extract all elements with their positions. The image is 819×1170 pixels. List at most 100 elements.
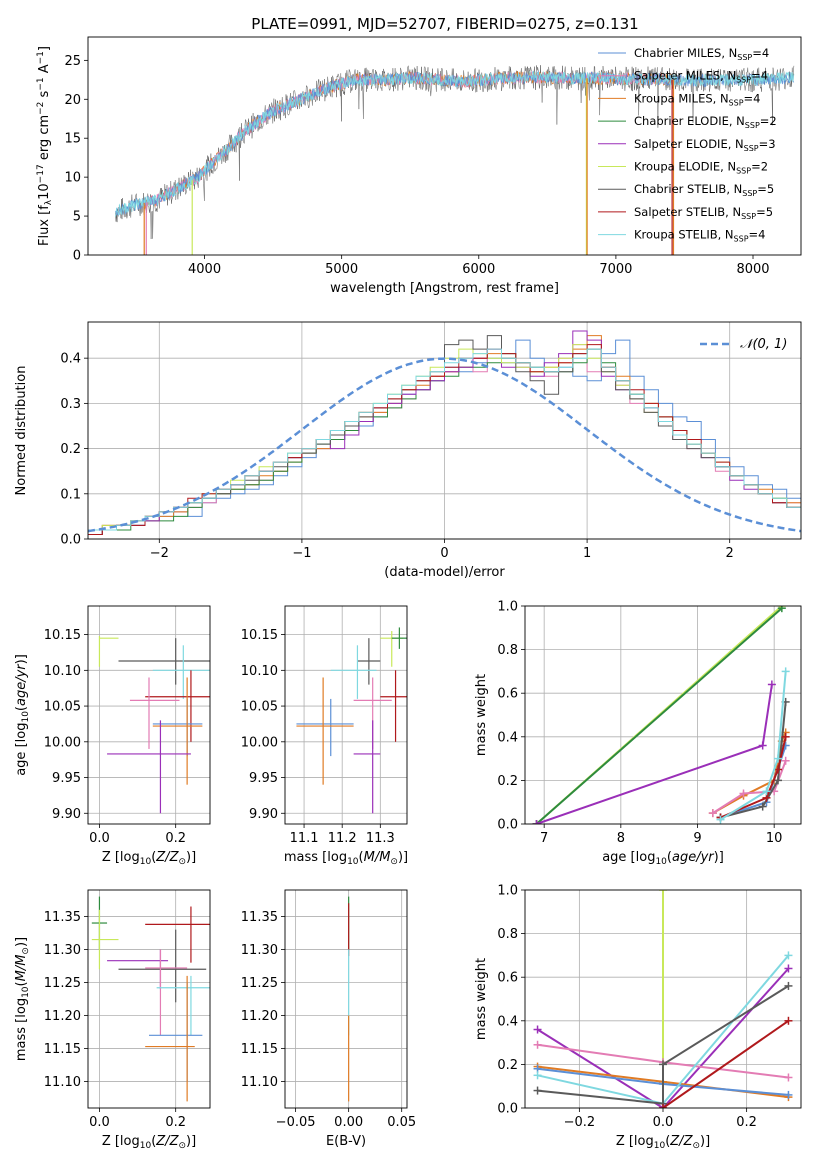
- mw-marker-kroupa_elodie: [659, 890, 667, 894]
- y-tick-label: 11.35: [44, 910, 81, 925]
- mw-marker-chabrier_stelib: [784, 981, 793, 990]
- y-tick-label: 1.0: [497, 600, 518, 615]
- mw-marker-chabrier_miles: [784, 1090, 793, 1099]
- hist-legend: 𝒩(0, 1): [700, 337, 787, 352]
- y-tick-label: 11.20: [44, 1009, 81, 1024]
- mw-marker-salpeter_miles: [533, 1040, 542, 1049]
- label-part: =5: [756, 205, 773, 219]
- mw-marker-kroupa_stelib: [781, 667, 790, 676]
- mw-line-chabrier_elodie: [535, 607, 783, 824]
- y-axis-label: mass weight: [474, 958, 489, 1040]
- label-part: M/M: [14, 955, 29, 982]
- y-tick-label: 0: [73, 249, 81, 264]
- label-part: age/yr: [672, 850, 715, 865]
- label-part: SSP: [737, 53, 752, 62]
- axes-frame: [87, 321, 802, 540]
- label-part: SSP: [736, 76, 751, 85]
- y-tick-label: 0.4: [497, 1014, 518, 1029]
- y-tick-label: 9.90: [249, 807, 278, 822]
- label-part: SSP: [742, 189, 757, 198]
- label-part: SSP: [744, 144, 759, 153]
- label-part: )]: [398, 850, 408, 865]
- label-part: )]: [186, 850, 196, 865]
- legend-label-kroupa_elodie: Kroupa ELODIE, NSSP=2: [634, 160, 768, 176]
- label-part: age [log: [602, 850, 655, 865]
- axes-frame: [524, 889, 802, 1109]
- x-tick-label: 11.3: [366, 831, 395, 846]
- label-part: ⊙: [390, 857, 398, 867]
- y-tick-label: 11.25: [44, 976, 81, 991]
- plot-area: [532, 606, 790, 824]
- x-axis-label: wavelength [Angstrom, rest frame]: [330, 281, 559, 296]
- legend-label-salpeter_stelib: Salpeter STELIB, NSSP=5: [634, 205, 773, 221]
- spectrum-line-salpeter_miles: [145, 70, 671, 207]
- plot-area: [98, 636, 210, 814]
- label-part: (data-model)/error: [384, 565, 505, 580]
- x-tick-label: 0.05: [387, 1115, 416, 1130]
- point-salpeter_elodie: [353, 720, 381, 814]
- mw-marker-chabrier_stelib: [758, 802, 767, 811]
- mw-marker-salpeter_stelib: [781, 732, 790, 741]
- ticks: −0.05 0.00 0.05 11.10 11.15 11.20 11.25 11.30 11…: [241, 910, 416, 1130]
- mw-marker-salpeter_miles: [739, 789, 748, 798]
- ticks: 0.0 0.2 9.90 9.95 10.00 10.05 10.10 10.15: [44, 628, 186, 846]
- mw-line-chabrier_stelib: [537, 985, 790, 1105]
- ticks: 7 8 9 10 0.0 0.2 0.4 0.6 0.8 1.0: [497, 600, 782, 847]
- label-part: 10: [347, 857, 359, 867]
- x-tick-label: 0: [440, 546, 448, 561]
- mw-line-kroupa_stelib: [719, 671, 787, 821]
- x-tick-label: 8000: [736, 262, 769, 277]
- label-part: =4: [751, 69, 768, 83]
- mw-line-salpeter_miles: [712, 760, 787, 814]
- point-kroupa_stelib: [330, 645, 377, 699]
- label-part: mass [log: [284, 850, 347, 865]
- point-salpeter_stelib: [145, 670, 210, 742]
- label-part: =4: [749, 228, 766, 242]
- y-tick-label: 9.95: [249, 771, 278, 786]
- label-part: E(B-V): [326, 1134, 366, 1149]
- label-part: (: [14, 981, 29, 986]
- label-part: λ: [44, 199, 54, 205]
- point-chabrier_stelib: [118, 929, 207, 1003]
- legend-label-chabrier_stelib: Chabrier STELIB, NSSP=5: [634, 182, 774, 198]
- label-part: Chabrier STELIB, N: [634, 182, 742, 196]
- spectrum-line-kroupa_miles: [143, 70, 674, 210]
- point-kroupa_miles: [296, 677, 354, 785]
- plot-area: [91, 896, 210, 1102]
- y-tick-label: 11.15: [44, 1042, 81, 1057]
- label-part: Salpeter MILES, N: [634, 69, 736, 83]
- panel-massweight_vs_age: 7 8 9 100.00.20.40.60.81.0 age [log10(age/yr…: [474, 600, 802, 867]
- label-part: mass weight: [474, 674, 489, 756]
- label-part: ]: [37, 46, 52, 51]
- point-salpeter_miles: [129, 677, 180, 749]
- plot-area: [88, 330, 801, 539]
- y-tick-label: 10.05: [241, 700, 278, 715]
- mw-line-salpeter_stelib: [720, 736, 787, 819]
- x-axis-label: Z [log10(Z/Z⊙)]: [102, 1134, 196, 1151]
- y-tick-label: 0.2: [60, 442, 81, 457]
- panel-age_vs_mass: 11.1 11.2 11.3 9.90 9.95 10.00 10.05 10.10 10.15…: [241, 605, 408, 867]
- x-tick-label: 0.2: [165, 1115, 186, 1130]
- point-kroupa_stelib: [152, 645, 210, 699]
- mw-marker-salpeter_elodie: [767, 680, 776, 689]
- label-part: Kroupa STELIB, N: [634, 228, 734, 242]
- y-axis-label: age [log10(age/yr)]: [14, 654, 31, 776]
- x-tick-label: 0.0: [89, 1115, 110, 1130]
- label-part: mass [log: [14, 998, 29, 1061]
- label-part: ⊙: [178, 1141, 186, 1151]
- label-part: Z [log: [102, 1134, 140, 1149]
- ticks: 4000 5000 6000 7000 8000 0 5 10 15 20 25: [64, 54, 769, 277]
- y-tick-label: 0.3: [60, 397, 81, 412]
- axes-frame: [87, 605, 211, 825]
- label-part: Kroupa MILES, N: [634, 91, 729, 105]
- point-chabrier_stelib: [118, 638, 210, 685]
- x-axis-label: age [log10(age/yr)]: [602, 850, 724, 867]
- x-tick-label: 0.00: [334, 1115, 363, 1130]
- label-part: A: [37, 64, 52, 77]
- label-part: SSP: [736, 167, 751, 176]
- mw-marker-salpeter_stelib: [659, 1104, 667, 1108]
- y-tick-label: 1.0: [497, 884, 518, 899]
- y-tick-label: 10.15: [241, 628, 278, 643]
- mw-marker-kroupa_stelib: [533, 1071, 542, 1080]
- mw-marker-kroupa_stelib: [716, 815, 725, 824]
